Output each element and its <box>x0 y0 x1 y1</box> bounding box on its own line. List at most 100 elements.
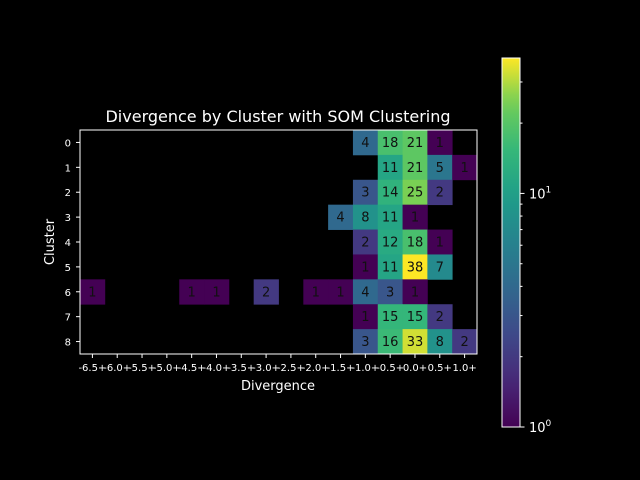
y-tick-label: 5 <box>65 263 71 274</box>
y-tick-label: 4 <box>65 238 71 249</box>
x-tick-label: -1.5+ <box>327 363 355 374</box>
cell-value-label: 1 <box>411 211 419 226</box>
cell-value-label: 33 <box>407 335 424 350</box>
colorbar <box>501 57 521 428</box>
x-tick-label: -4.0+ <box>203 363 231 374</box>
cell-value-label: 15 <box>382 310 399 325</box>
cell-value-label: 8 <box>436 335 444 350</box>
heatmap-cell <box>328 279 354 305</box>
heatmap-cell <box>80 279 106 305</box>
heatmap-cell <box>402 154 428 181</box>
y-axis-label: Cluster <box>43 218 58 265</box>
cell-value-label: 4 <box>336 211 344 226</box>
colorbar-minor-ticks <box>520 81 523 358</box>
heatmap-cell <box>427 254 453 280</box>
cell-value-label: 2 <box>361 236 369 251</box>
y-tick-label: 7 <box>65 313 71 324</box>
cell-value-label: 1 <box>436 236 444 251</box>
y-axis-ticks: 0 1 2 3 4 5 6 7 8 <box>65 138 80 349</box>
cell-value-label: 15 <box>407 310 424 325</box>
heatmap-cell <box>402 179 428 206</box>
y-tick-label: 3 <box>65 213 71 224</box>
cell-value-label: 3 <box>361 186 369 201</box>
y-tick-label: 0 <box>65 138 71 149</box>
chart-title: Divergence by Cluster with SOM Clusterin… <box>105 107 450 126</box>
x-tick-label: 0.5+ <box>428 363 452 374</box>
heatmap-cell <box>427 154 453 181</box>
cell-value-label: 1 <box>361 260 369 275</box>
heatmap-cell <box>377 179 403 206</box>
heatmap-cell <box>402 229 428 255</box>
cell-value-label: 1 <box>411 285 419 300</box>
x-tick-label: -0.5+ <box>376 363 404 374</box>
cell-value-label: 38 <box>407 260 424 275</box>
heatmap-cell <box>377 279 403 305</box>
heatmap-cell <box>352 179 379 206</box>
heatmap-cell <box>377 130 403 156</box>
heatmap-cell <box>402 304 428 330</box>
heatmap-cell <box>352 229 379 255</box>
x-tick-label: -3.0+ <box>252 363 280 374</box>
heatmap-cell <box>352 204 379 230</box>
x-tick-label: -6.5+ <box>78 363 106 374</box>
cell-value-label: 1 <box>436 136 444 151</box>
cell-value-label: 4 <box>361 136 369 151</box>
heatmap-cell <box>352 304 379 330</box>
x-axis-label: Divergence <box>241 379 315 394</box>
cell-value-label: 3 <box>361 335 369 350</box>
cell-value-label: 16 <box>382 335 399 350</box>
cell-value-label: 1 <box>212 285 220 300</box>
heatmap-cell <box>352 254 379 280</box>
cell-value-label: 2 <box>262 285 270 300</box>
heatmap-cell <box>427 179 453 206</box>
heatmap-cell <box>377 304 403 330</box>
heatmap-cell <box>402 130 428 156</box>
cell-value-label: 2 <box>460 335 468 350</box>
cell-value-label: 21 <box>407 161 424 176</box>
heatmap-cell <box>204 279 230 305</box>
cell-value-label: 1 <box>361 310 369 325</box>
heatmap-cell <box>427 130 453 156</box>
x-tick-label: -4.5+ <box>178 363 206 374</box>
heatmap-cell <box>352 329 379 355</box>
cell-value-label: 11 <box>382 161 399 176</box>
heatmap-cell <box>352 279 379 305</box>
cell-value-label: 5 <box>436 161 444 176</box>
heatmap-cell <box>452 154 478 181</box>
x-tick-label: -2.0+ <box>302 363 330 374</box>
y-tick-label: 8 <box>65 338 71 349</box>
heatmap-cell <box>402 279 428 305</box>
cell-value-label: 18 <box>382 136 399 151</box>
x-axis-ticks: -6.5+-6.0+-5.5+-5.0+-4.5+-4.0+-3.5+-3.0+… <box>78 354 477 374</box>
heatmap-cell <box>352 130 379 156</box>
cell-value-label: 25 <box>407 186 424 201</box>
heatmap-cell <box>377 154 403 181</box>
cell-value-label: 2 <box>436 186 444 201</box>
heatmap-cell <box>377 204 403 230</box>
cell-value-label: 18 <box>407 236 424 251</box>
cell-value-label: 11 <box>382 260 399 275</box>
heatmap-cell <box>427 229 453 255</box>
cell-value-label: 1 <box>88 285 96 300</box>
heatmap-cell <box>253 279 279 305</box>
heatmap-cell-labels: 4 18 21 111 21 5 13 14 25 24 8 11 12 12 18 11 11 38 71 1 1 2 1… <box>88 136 468 350</box>
x-tick-label: -2.5+ <box>277 363 305 374</box>
x-tick-label: -6.0+ <box>103 363 131 374</box>
cell-value-label: 1 <box>312 285 320 300</box>
cell-value-label: 11 <box>382 211 399 226</box>
x-tick-label: -1.0+ <box>351 363 379 374</box>
x-tick-label: 1.0+ <box>452 363 476 374</box>
x-tick-label: -3.5+ <box>227 363 255 374</box>
heatmap-cell <box>377 229 403 255</box>
cell-value-label: 2 <box>436 310 444 325</box>
heatmap-cell <box>328 204 354 230</box>
cell-value-label: 1 <box>336 285 344 300</box>
x-tick-label: 0.0+ <box>403 363 427 374</box>
heatmap-cell <box>377 329 403 355</box>
heatmap-cell <box>402 254 428 280</box>
cell-value-label: 14 <box>382 186 399 201</box>
heatmap-cells <box>80 130 478 355</box>
heatmap-cell <box>427 304 453 330</box>
